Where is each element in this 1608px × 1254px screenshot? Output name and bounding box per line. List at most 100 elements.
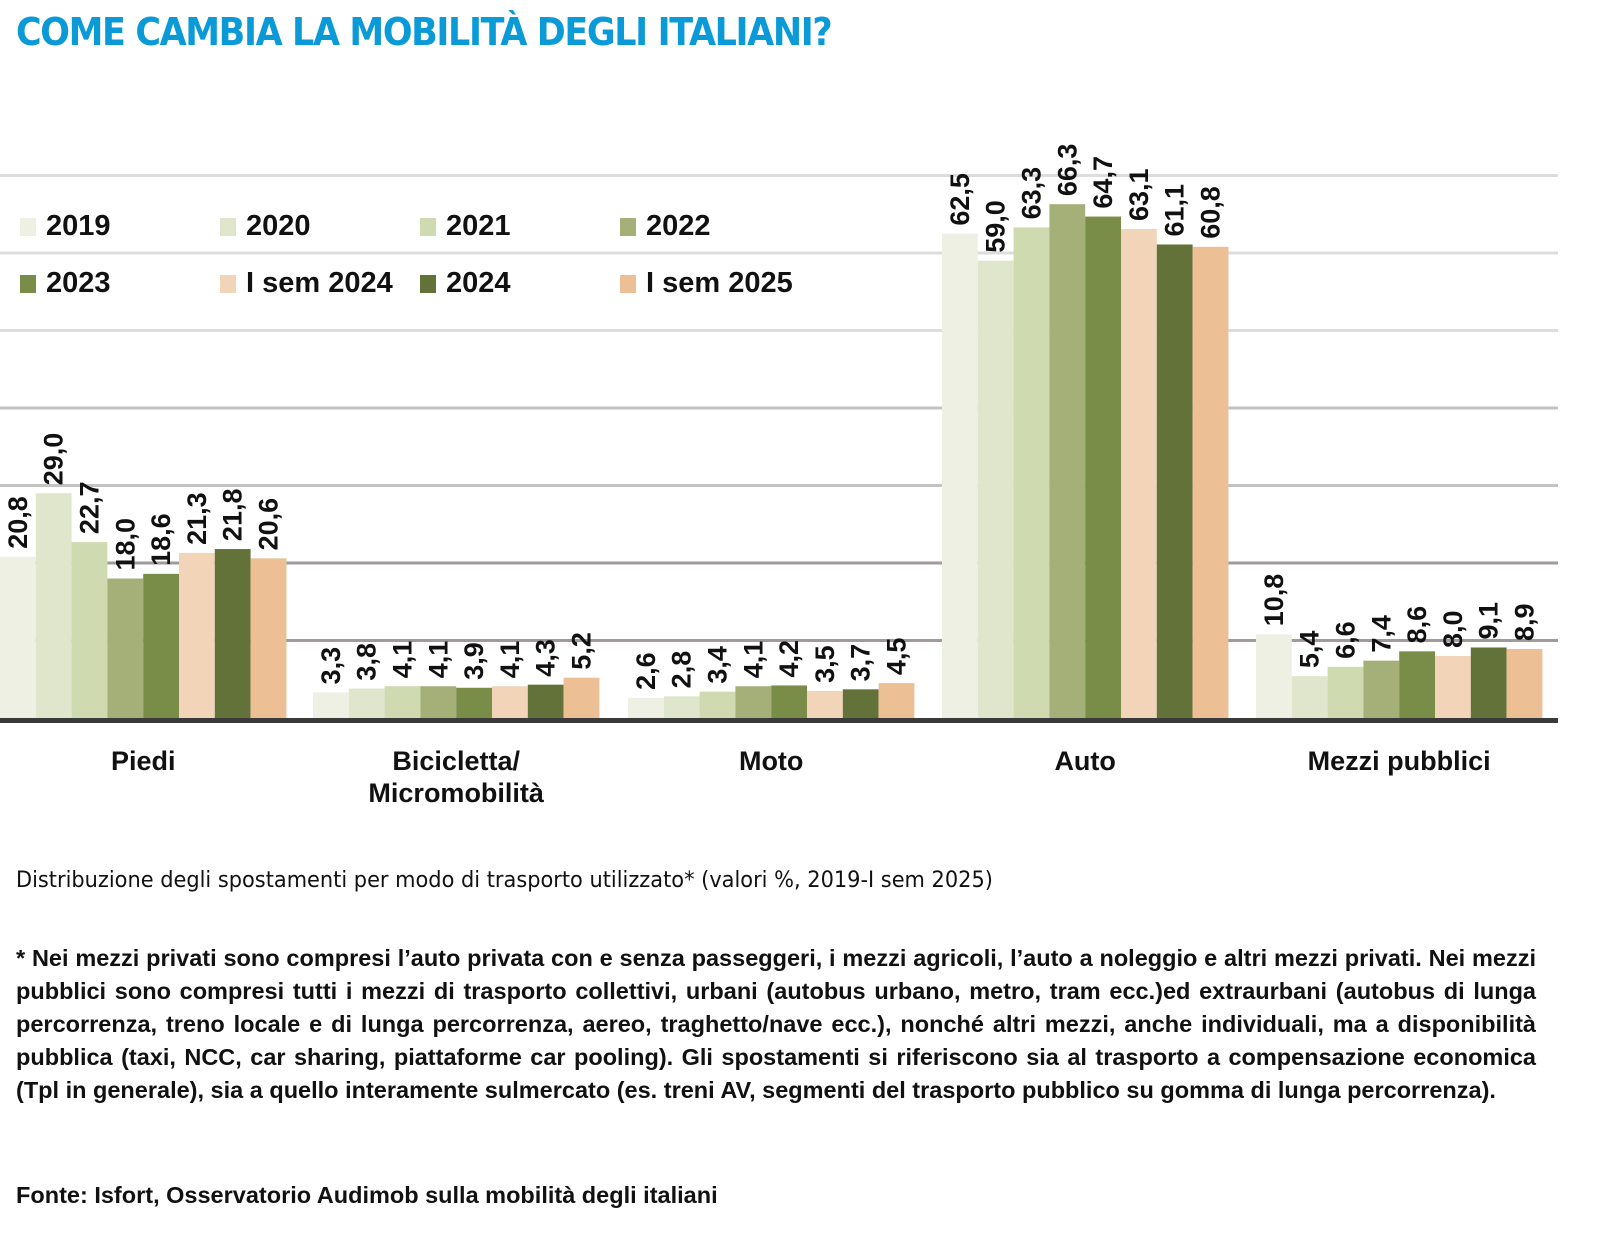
legend-item: 2021 bbox=[420, 210, 511, 243]
bar bbox=[71, 542, 108, 718]
bar bbox=[842, 689, 879, 718]
bar bbox=[1256, 634, 1292, 718]
legend-label: 2021 bbox=[446, 210, 511, 242]
data-label: 18,6 bbox=[146, 513, 176, 566]
bar bbox=[143, 573, 179, 718]
data-label: 4,5 bbox=[882, 638, 912, 676]
data-label: 2,6 bbox=[631, 652, 661, 690]
bar bbox=[771, 685, 807, 718]
bar bbox=[1291, 676, 1328, 718]
legend-label: 2023 bbox=[46, 267, 111, 299]
legend-item: 2020 bbox=[220, 210, 311, 243]
bar bbox=[1085, 216, 1121, 718]
legend-item: I sem 2025 bbox=[620, 267, 793, 300]
data-label: 4,1 bbox=[495, 641, 525, 679]
legend-label: I sem 2025 bbox=[646, 267, 793, 299]
data-labels: 20,829,022,718,0 18,6 21,3 21,8 20,63,3 3,8 4,… bbox=[3, 144, 1540, 690]
data-label: 66,3 bbox=[1052, 144, 1082, 197]
data-label: 3,3 bbox=[316, 647, 346, 685]
legend-item: 2019 bbox=[20, 210, 111, 243]
data-label: 3,7 bbox=[846, 644, 876, 682]
data-label: 5,4 bbox=[1295, 631, 1325, 669]
data-label: 4,1 bbox=[738, 641, 768, 679]
data-label: 60,8 bbox=[1196, 186, 1226, 239]
bar bbox=[107, 578, 144, 718]
legend-swatch bbox=[620, 217, 636, 236]
x-axis-baseline bbox=[0, 718, 1558, 723]
data-label: 3,8 bbox=[352, 643, 382, 681]
data-label: 63,1 bbox=[1124, 168, 1154, 221]
chart-subtitle: Distribuzione degli spostamenti per modo… bbox=[16, 868, 993, 893]
bar bbox=[1470, 647, 1507, 718]
data-label: 3,9 bbox=[459, 642, 489, 680]
bar bbox=[1327, 666, 1364, 718]
category-label: Moto bbox=[738, 746, 804, 776]
legend-swatch bbox=[220, 274, 236, 293]
data-label: 6,6 bbox=[1331, 621, 1361, 659]
bar bbox=[1506, 649, 1543, 718]
source-credit: Fonte: Isfort, Osservatorio Audimob sull… bbox=[16, 1182, 718, 1208]
bar-chart: 20,829,022,718,0 18,6 21,3 21,8 20,63,3 3,8 4,… bbox=[0, 144, 1558, 723]
bar bbox=[527, 684, 564, 718]
bar bbox=[1121, 228, 1157, 718]
bar bbox=[663, 696, 700, 718]
data-label: 3,5 bbox=[810, 645, 840, 683]
chart-title: COME CAMBIA LA MOBILITÀ DEGLI ITALIANI? bbox=[16, 10, 833, 54]
data-label: 4,2 bbox=[774, 640, 804, 678]
bar bbox=[456, 687, 492, 718]
data-label: 21,3 bbox=[182, 492, 212, 545]
bar bbox=[977, 260, 1014, 718]
bar bbox=[1363, 660, 1400, 718]
data-label: 20,8 bbox=[3, 496, 33, 549]
data-label: 10,8 bbox=[1259, 574, 1289, 627]
category-label: Auto bbox=[1054, 746, 1116, 776]
bar bbox=[1156, 244, 1193, 718]
data-label: 63,3 bbox=[1017, 167, 1047, 220]
legend-swatch bbox=[220, 217, 236, 236]
bar bbox=[1435, 656, 1471, 718]
bars bbox=[0, 204, 1543, 719]
category-label: Mezzi pubblici bbox=[1307, 746, 1491, 776]
category-label: Bicicletta/Micromobilità bbox=[368, 746, 544, 808]
data-label: 21,8 bbox=[218, 488, 248, 541]
data-label: 2,8 bbox=[667, 651, 697, 689]
data-label: 4,1 bbox=[388, 641, 418, 679]
data-label: 4,3 bbox=[531, 639, 561, 677]
legend-swatch bbox=[20, 274, 36, 293]
category-label: Piedi bbox=[110, 746, 176, 776]
bar bbox=[384, 686, 421, 718]
bar bbox=[420, 686, 457, 718]
bar bbox=[179, 552, 215, 718]
legend-label: 2022 bbox=[646, 210, 711, 242]
data-label: 4,1 bbox=[423, 641, 453, 679]
legend-label: 2020 bbox=[246, 210, 311, 242]
legend-item: 2024 bbox=[420, 267, 511, 300]
data-label: 3,4 bbox=[703, 646, 733, 684]
bar bbox=[807, 690, 843, 718]
bar bbox=[563, 677, 600, 718]
bar bbox=[628, 697, 664, 718]
legend-label: I sem 2024 bbox=[246, 267, 393, 299]
data-label: 8,6 bbox=[1402, 606, 1432, 644]
data-label: 29,0 bbox=[39, 433, 69, 486]
legend-swatch bbox=[620, 274, 636, 293]
bar bbox=[214, 549, 251, 718]
bar bbox=[699, 691, 736, 718]
data-label: 62,5 bbox=[945, 173, 975, 226]
legend-swatch bbox=[420, 217, 436, 236]
data-label: 5,2 bbox=[567, 632, 597, 670]
bar bbox=[348, 688, 385, 718]
data-label: 18,0 bbox=[110, 518, 140, 571]
legend-item: I sem 2024 bbox=[220, 267, 393, 300]
data-label: 7,4 bbox=[1366, 615, 1396, 653]
bar bbox=[1192, 246, 1229, 719]
legend-swatch bbox=[420, 274, 436, 293]
bar bbox=[0, 556, 36, 718]
bar bbox=[35, 493, 72, 718]
legend-label: 2024 bbox=[446, 267, 511, 299]
bar bbox=[250, 558, 287, 718]
bar bbox=[313, 692, 349, 718]
legend-label: 2019 bbox=[46, 210, 111, 242]
bar bbox=[492, 686, 528, 718]
data-label: 8,9 bbox=[1510, 603, 1540, 641]
